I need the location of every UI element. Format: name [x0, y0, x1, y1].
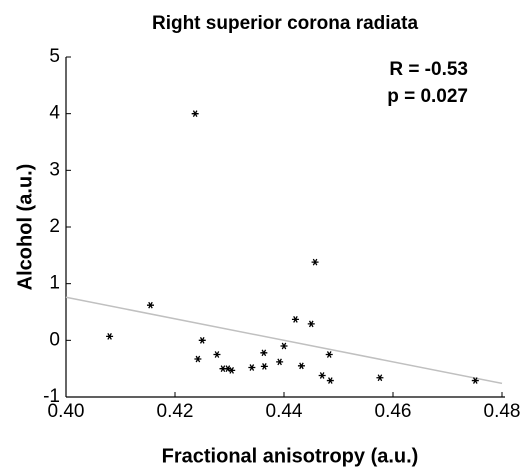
point — [260, 349, 268, 357]
point — [146, 301, 154, 309]
point — [194, 355, 202, 363]
x-axis-label: Fractional anisotropy (a.u.) — [162, 445, 419, 467]
point — [326, 377, 334, 384]
x-tick-label: 0.42 — [157, 401, 194, 422]
point — [376, 374, 384, 382]
x-tick-label: 0.44 — [266, 401, 303, 422]
y-tick-label: 3 — [49, 159, 60, 180]
y-tick-label: 1 — [49, 273, 60, 294]
point — [191, 110, 199, 118]
point — [297, 362, 305, 370]
y-tick-label: 2 — [49, 216, 60, 237]
y-tick-label: 4 — [49, 103, 60, 124]
point — [307, 320, 315, 328]
y-tick-label: 0 — [49, 329, 60, 350]
annotation: p = 0.027 — [387, 86, 468, 107]
chart-title: Right superior corona radiata — [152, 13, 418, 34]
y-tick-label: -1 — [43, 386, 60, 407]
point — [311, 258, 319, 266]
point — [276, 358, 284, 366]
point — [106, 333, 114, 340]
point — [228, 367, 236, 374]
point — [213, 351, 221, 358]
point — [291, 316, 299, 323]
point — [471, 377, 479, 384]
point — [325, 351, 333, 358]
x-tick-label: 0.40 — [48, 401, 85, 422]
x-tick-label: 0.48 — [484, 401, 521, 422]
annotation: R = -0.53 — [389, 59, 468, 80]
y-tick-label: 5 — [49, 46, 60, 67]
y-axis-label: Alcohol (a.u.) — [14, 164, 36, 291]
point — [198, 336, 206, 344]
point — [280, 342, 288, 350]
point — [260, 363, 268, 370]
point — [318, 372, 326, 379]
fit-line — [65, 296, 503, 385]
x-tick-label: 0.46 — [375, 401, 412, 422]
point — [248, 364, 256, 371]
